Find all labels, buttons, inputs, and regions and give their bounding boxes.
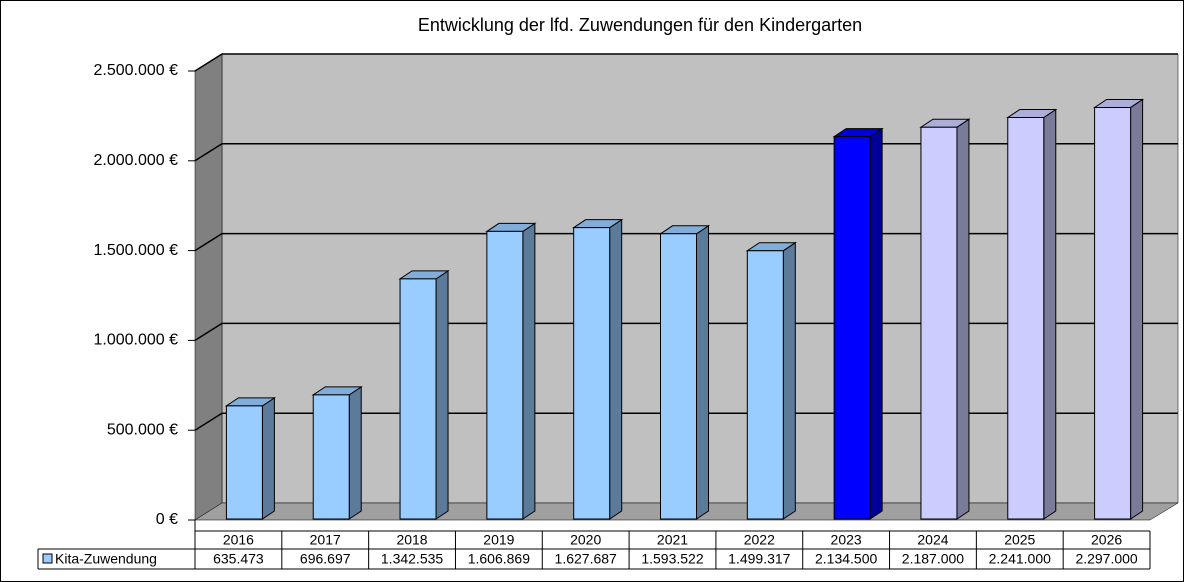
bar-side [609,218,623,520]
y-tick-label: 1.000.000 € [93,332,178,349]
bar [398,269,450,520]
table-value: 635.473 [213,551,264,567]
table-value: 2.187.000 [902,551,964,567]
bar-front [573,227,611,520]
bar-side [956,118,970,520]
bar-front [746,250,784,520]
bar-side [348,385,362,520]
bar [658,224,711,520]
bar-front [1007,117,1045,520]
x-tick-label: 2019 [483,532,514,548]
bar-front [225,405,263,520]
x-tick-label: 2022 [744,532,775,548]
x-tick-label: 2017 [310,532,341,548]
bar-front [486,230,524,520]
bar-side [696,224,709,520]
x-tick-label: 2020 [570,532,601,548]
bar-front [312,394,350,520]
y-tick-label: 2.500.000 € [93,62,178,79]
x-tick-label: 2025 [1004,532,1035,548]
table-value: 1.593.522 [641,551,703,567]
table-value: 1.499.317 [728,551,790,567]
table-value: 2.134.500 [815,551,877,567]
side-wall [194,53,223,521]
legend-swatch [42,553,53,564]
bar [1092,98,1145,520]
x-tick-label: 2024 [917,532,948,548]
x-tick-label: 2023 [831,532,862,548]
bar-side [1043,108,1057,520]
bar-front [920,126,958,520]
legend-label: Kita-Zuwendung [55,551,157,567]
x-tick-label: 2021 [657,532,688,548]
bar-front [1094,106,1132,520]
bar [572,218,624,520]
bar [311,385,363,520]
bar-side [1130,98,1144,520]
grid-line [194,53,1178,72]
table-value: 1.342.535 [381,551,443,567]
y-tick-label: 1.500.000 € [93,242,178,259]
bar-side [869,127,883,520]
y-tick-label: 2.000.000 € [93,152,178,169]
bar [1006,108,1058,520]
y-tick-label: 500.000 € [107,421,178,438]
bar [745,241,797,520]
table-value: 696.697 [300,551,351,567]
bar-front [833,136,871,520]
y-tick-label: 0 € [156,511,178,528]
bar [919,118,971,520]
bar-front [660,233,697,520]
table-value: 2.297.000 [1075,551,1137,567]
x-tick-label: 2018 [396,532,427,548]
bar-side [261,396,275,520]
table-value: 2.241.000 [989,551,1051,567]
chart-title: Entwicklung der lfd. Zuwendungen für den… [418,15,862,35]
x-tick-label: 2026 [1091,532,1122,548]
bar-side [522,222,536,520]
bar-side [782,241,796,520]
x-tick-label: 2016 [223,532,254,548]
bar [832,127,884,520]
bar [224,396,277,520]
bar-side [435,269,449,520]
table-value: 1.627.687 [555,551,617,567]
table-value: 1.606.869 [468,551,530,567]
bar-front [399,278,437,520]
bar [485,222,537,520]
